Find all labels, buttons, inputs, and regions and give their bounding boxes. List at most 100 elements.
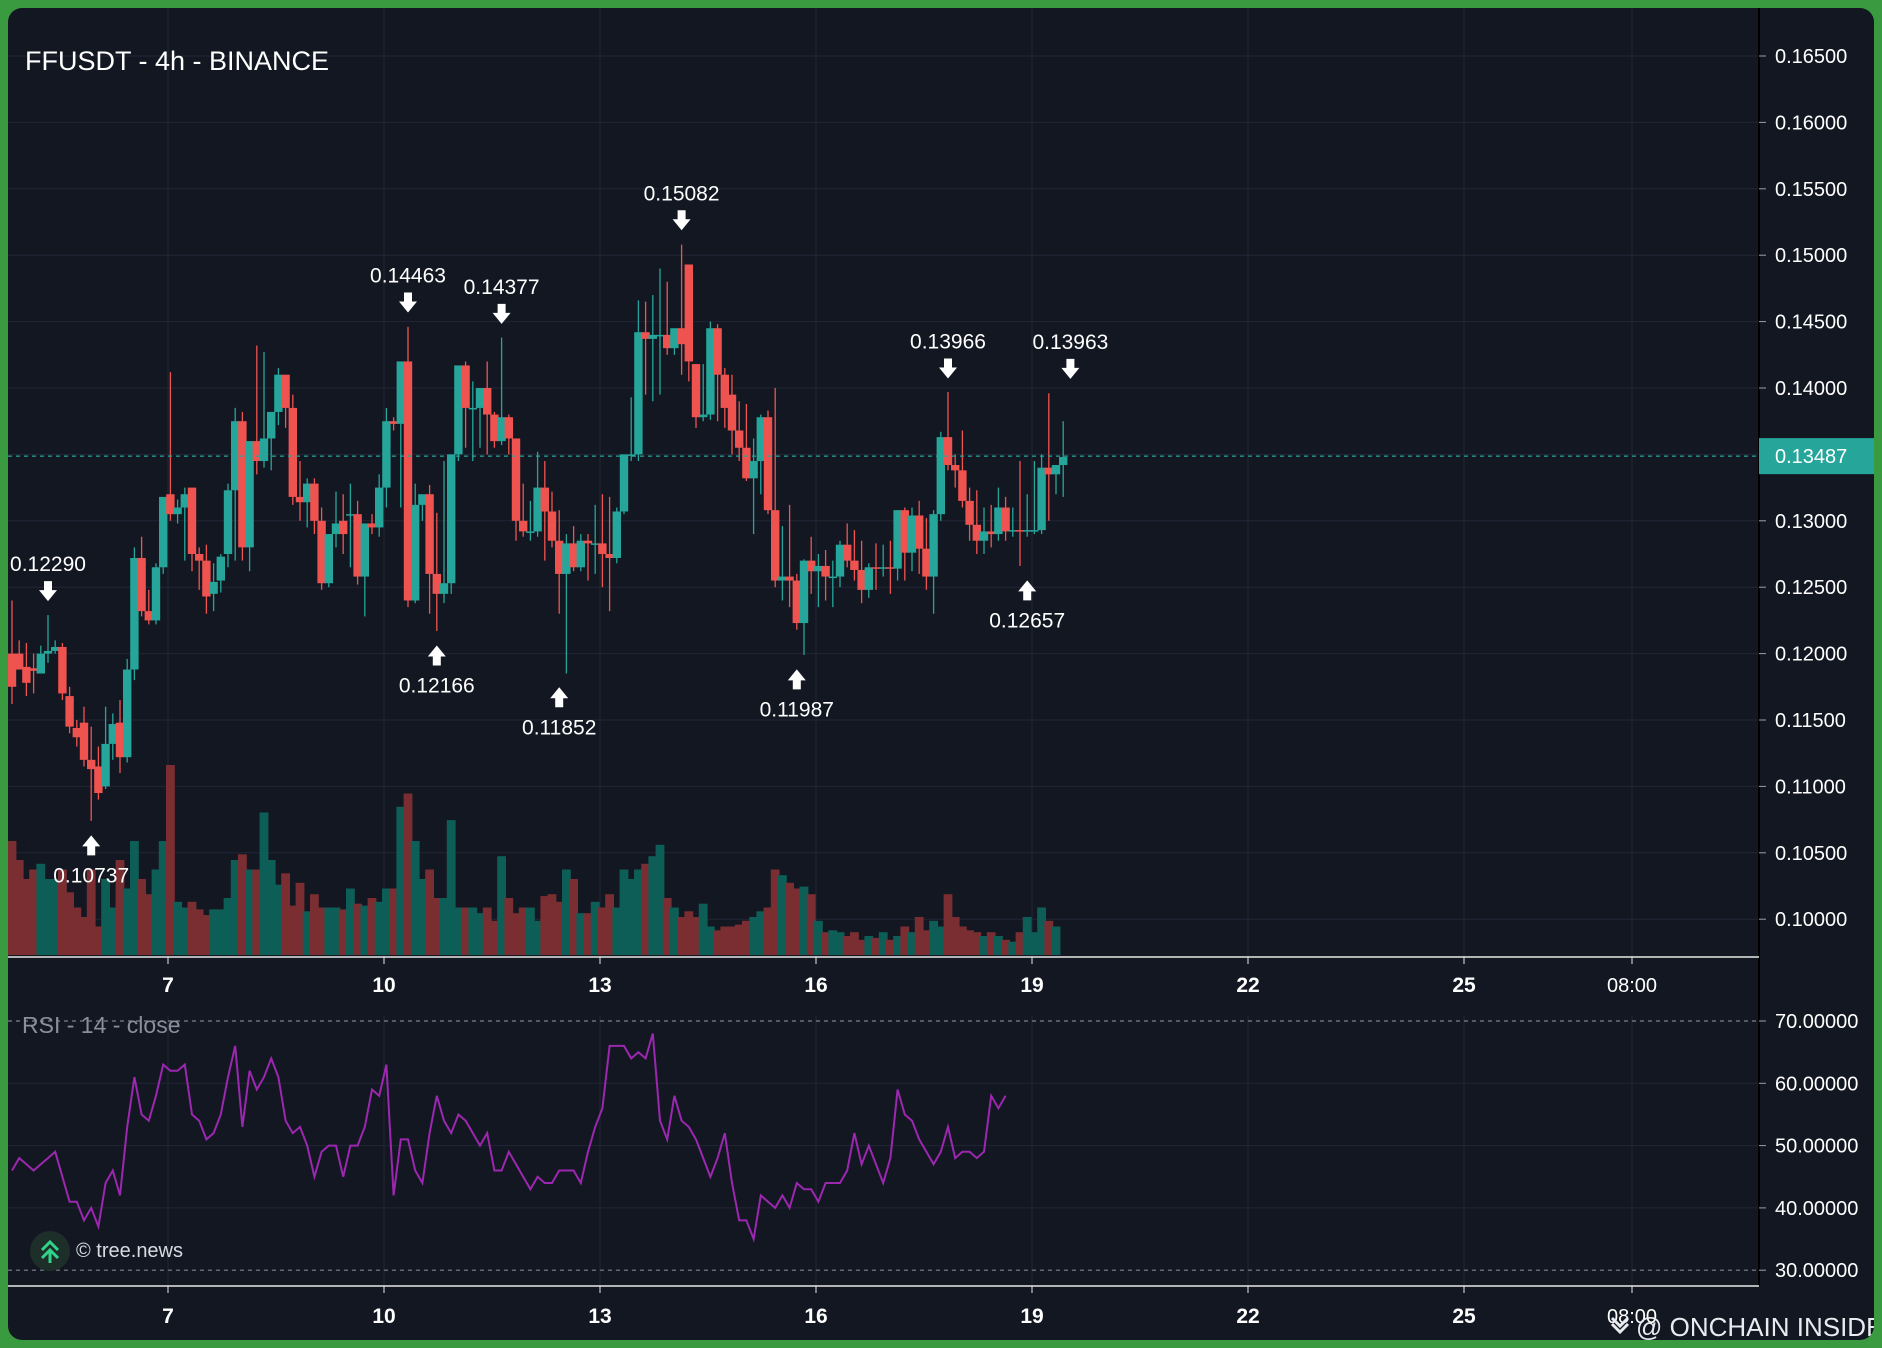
- candle-body: [317, 520, 326, 584]
- chart-svg[interactable]: 0.12290 0.10737 0.14463 0.12166 0.14377 0.118…: [8, 8, 1874, 1340]
- volume-bar: [720, 926, 730, 955]
- volume-bar: [634, 869, 643, 955]
- volume-bar: [439, 898, 449, 955]
- candle-body: [713, 328, 722, 375]
- watermark-text: @ ONCHAIN INSIDER: [1636, 1312, 1874, 1340]
- volume-bar: [900, 926, 910, 955]
- volume-bar: [216, 909, 226, 955]
- candle-body: [555, 540, 564, 574]
- rsi-time-axis-tick: 22: [1236, 1305, 1259, 1328]
- candle-body: [987, 531, 996, 535]
- volume-bar: [1015, 932, 1025, 955]
- volume-bar: [691, 917, 701, 955]
- volume-bar: [245, 869, 254, 955]
- candle-body: [403, 361, 413, 601]
- volume-bar: [36, 863, 46, 955]
- price-axis-tick: 0.14000: [1775, 378, 1847, 400]
- candle-body: [288, 407, 297, 497]
- volume-bar: [158, 841, 168, 955]
- volume-bar: [209, 909, 218, 955]
- annotation-label: 0.12166: [399, 675, 475, 698]
- candle-body: [843, 544, 852, 561]
- volume-bar: [281, 873, 290, 955]
- candles: [8, 244, 1068, 821]
- price-axis-tick: 0.16000: [1775, 112, 1847, 134]
- candle-body: [735, 430, 744, 448]
- arrow-up-icon: [550, 687, 569, 708]
- annotation-label: 0.12290: [10, 553, 86, 576]
- candle-body: [461, 365, 470, 408]
- candle-body: [778, 576, 787, 581]
- candle-body: [771, 510, 780, 581]
- candle-body: [223, 490, 233, 554]
- candle-body: [238, 421, 247, 548]
- candle-body: [663, 334, 672, 349]
- candle-body: [346, 514, 355, 516]
- candle-body: [619, 454, 629, 512]
- candle-body: [454, 365, 463, 455]
- volume-bar: [360, 905, 370, 955]
- volume-bar: [461, 907, 470, 955]
- volume-bar: [482, 907, 492, 955]
- candle-body: [943, 437, 953, 466]
- candle-body: [864, 567, 873, 590]
- candle-body: [727, 394, 737, 431]
- volume-bar: [274, 884, 283, 955]
- volume-bar: [922, 930, 931, 955]
- price-axis-tick: 0.10500: [1775, 843, 1847, 865]
- volume-bar: [1044, 920, 1054, 955]
- annotation-label: 0.14377: [464, 276, 540, 299]
- candle-body: [447, 454, 456, 584]
- volume-bar: [598, 907, 607, 955]
- candle-body: [173, 507, 182, 515]
- candle-body: [958, 470, 967, 501]
- volume-bar: [770, 869, 780, 955]
- candle-body: [893, 510, 902, 569]
- price-axis-tick: 0.15000: [1775, 245, 1847, 267]
- volume-bar: [950, 917, 960, 955]
- volume-bar: [626, 879, 636, 955]
- price-axis-tick: 0.15500: [1775, 179, 1847, 201]
- volume-bar: [166, 765, 175, 955]
- rsi-axis-tick: 70.00000: [1775, 1011, 1858, 1033]
- price-axis: 0.16500 0.16000 0.15500 0.15000 0.14500 0.140…: [1759, 46, 1847, 931]
- time-axis-tick: 08:00: [1607, 975, 1657, 997]
- volume-bar: [986, 932, 996, 955]
- volume-bar: [194, 909, 204, 955]
- candle-body: [699, 414, 708, 418]
- volume-bar: [914, 917, 924, 955]
- candle-body: [295, 496, 305, 503]
- volume-bar: [878, 932, 888, 955]
- volume-bar: [778, 875, 787, 955]
- volume-bar: [468, 907, 478, 955]
- candle-body: [547, 511, 557, 541]
- candle-body: [331, 523, 341, 535]
- time-axis-tick: 10: [372, 974, 395, 997]
- candle-body: [490, 414, 499, 442]
- volume-bar: [936, 926, 946, 955]
- candle-body: [612, 511, 621, 558]
- volume-bar: [727, 926, 737, 955]
- candle-body: [879, 567, 888, 569]
- volume-bar: [763, 907, 773, 955]
- rsi-time-axis-tick: 10: [372, 1305, 395, 1328]
- candle-body: [245, 441, 254, 548]
- volume-bar: [749, 917, 758, 955]
- volume-bar: [202, 915, 211, 955]
- rsi-axis-tick: 30.00000: [1775, 1260, 1858, 1282]
- watermark: @ ONCHAIN INSIDER: [1610, 1312, 1874, 1340]
- credit[interactable]: © tree.news: [30, 1231, 183, 1271]
- candle-body: [144, 611, 153, 621]
- candle-body: [382, 421, 391, 488]
- volume-bar: [943, 894, 953, 955]
- candle-body: [763, 417, 773, 511]
- candle-body: [303, 483, 312, 503]
- candle-body: [821, 565, 830, 577]
- volume-bar: [187, 901, 197, 955]
- candle-body: [252, 441, 261, 462]
- candle-body: [504, 417, 513, 439]
- rsi-axis-tick: 40.00000: [1775, 1198, 1858, 1220]
- volume-bar: [684, 911, 694, 955]
- volume-bar: [338, 909, 348, 955]
- volume-bar: [230, 860, 240, 955]
